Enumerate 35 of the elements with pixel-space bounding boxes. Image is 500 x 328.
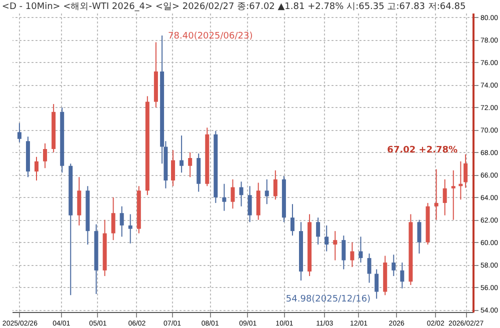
- candlestick: [180, 135, 184, 174]
- candlestick: [273, 170, 278, 200]
- annotation: 78.40(2025/06/23): [168, 31, 253, 42]
- candlestick: [239, 181, 244, 207]
- candlestick: [358, 236, 363, 264]
- candlestick: [392, 254, 396, 277]
- annotation: 67.02 +2.78%: [387, 145, 458, 156]
- candlestick: [367, 253, 372, 284]
- candlestick: [230, 178, 235, 210]
- annotation: 54.98(2025/12/16): [286, 294, 371, 305]
- candlestick: [111, 196, 116, 241]
- candlestick: [43, 142, 48, 169]
- candlestick: [400, 262, 404, 289]
- candlestick: [34, 156, 39, 181]
- candlestick: [316, 217, 320, 246]
- candlestick: [333, 230, 338, 261]
- candlestick: [342, 235, 346, 270]
- candlestick: [324, 224, 329, 252]
- candlestick: [17, 122, 22, 143]
- candlestick: [451, 170, 456, 220]
- candlestick: [374, 268, 379, 300]
- candlestick: [222, 183, 226, 212]
- candlestick: [464, 154, 468, 188]
- candlestick: [417, 219, 422, 254]
- candlestick: [188, 152, 192, 178]
- candlestick: [350, 242, 354, 268]
- candlestick: [171, 150, 176, 187]
- candlestick: [442, 178, 447, 216]
- candlestick: [128, 214, 132, 244]
- candlestick: [248, 186, 252, 223]
- candlestick: [120, 206, 124, 238]
- candlestick: [290, 204, 294, 236]
- candlestick: [434, 168, 438, 220]
- candlestick: [264, 178, 269, 205]
- chart-title: <D - 10Min> <해외-WTI 2026_4> <일> 2026/02/27 종:67.02 ▲1.81 +2.78% 시:65.35 고:67.83 저:64.85: [2, 2, 466, 12]
